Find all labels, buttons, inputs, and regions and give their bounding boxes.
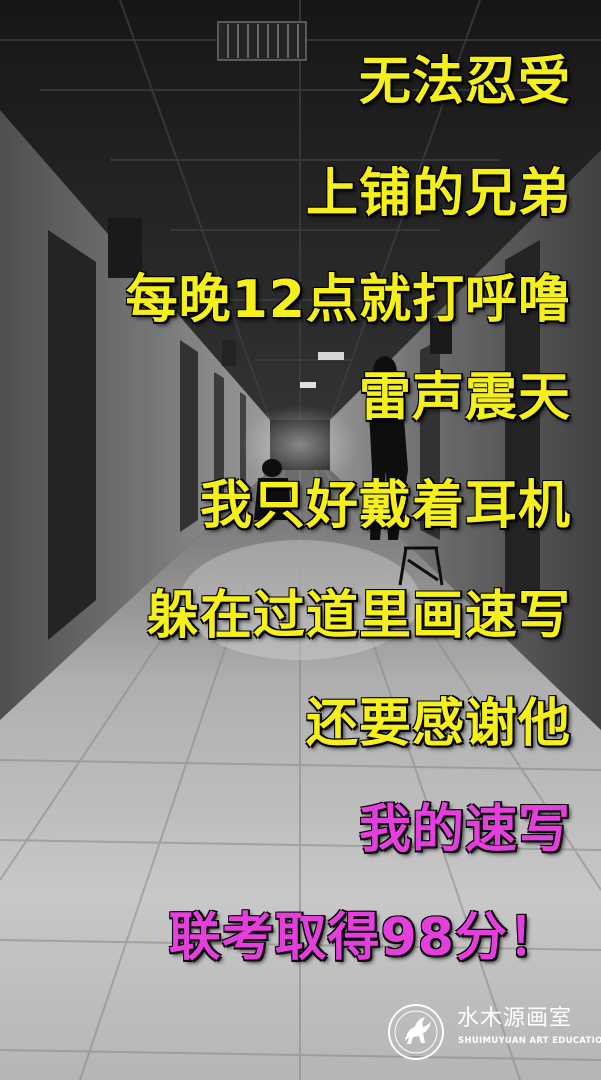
caption-line-9-highlight: 联考取得98分！ [168, 908, 561, 968]
caption-line-2: 上铺的兄弟 [305, 164, 571, 224]
caption-line-6: 躲在过道里画速写 [146, 586, 571, 646]
caption-line-1: 无法忍受 [358, 52, 571, 112]
studio-logo: 水木源画室 SHUIMUYUAN ART EDUCATION [387, 1003, 601, 1063]
studio-name-cn: 水木源画室 [457, 1006, 573, 1031]
pegasus-emblem-icon [387, 1003, 445, 1061]
studio-name-en: SHUIMUYUAN ART EDUCATION [458, 1036, 601, 1046]
caption-line-4: 雷声震天 [358, 368, 571, 428]
caption-line-5: 我只好戴着耳机 [199, 476, 571, 536]
caption-line-3: 每晚12点就打呼噜 [125, 270, 571, 330]
caption-line-7: 还要感谢他 [305, 694, 571, 754]
caption-line-8-highlight: 我的速写 [358, 800, 571, 860]
